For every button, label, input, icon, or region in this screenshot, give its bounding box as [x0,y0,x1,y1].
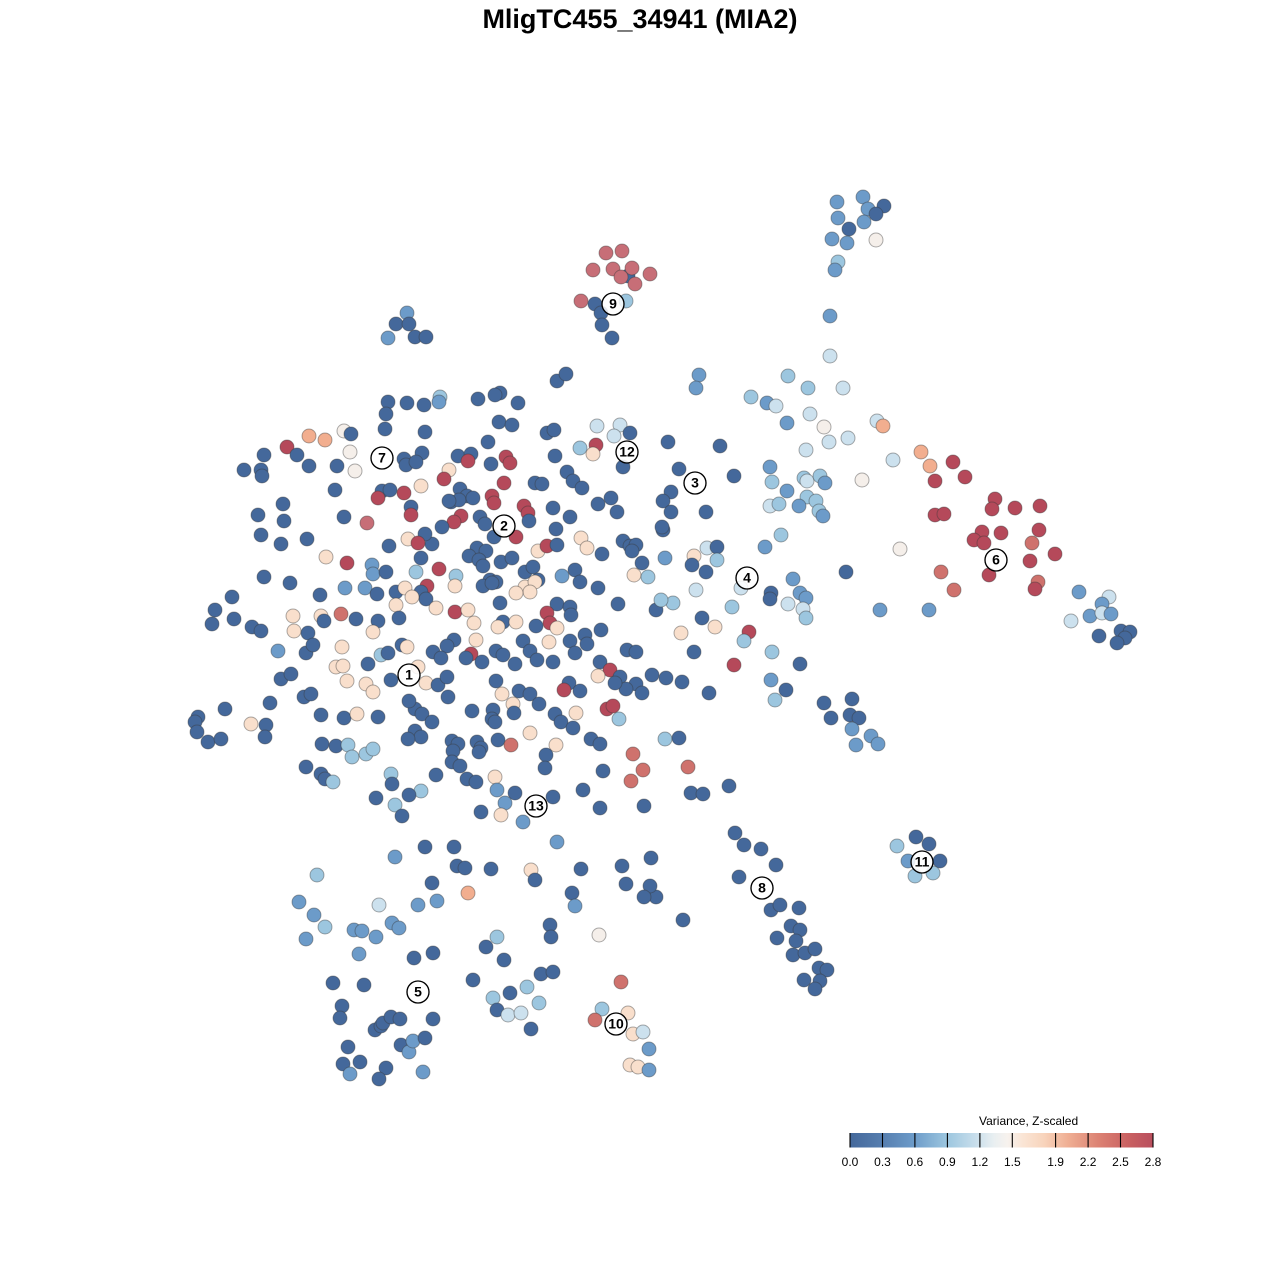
svg-text:0.9: 0.9 [939,1155,956,1169]
svg-text:11: 11 [915,854,930,870]
svg-text:9: 9 [609,296,617,312]
svg-text:1: 1 [405,667,413,683]
svg-text:6: 6 [992,552,1000,568]
svg-text:1.2: 1.2 [972,1155,989,1169]
svg-text:1.5: 1.5 [1004,1155,1021,1169]
svg-text:2.5: 2.5 [1112,1155,1129,1169]
svg-text:2.8: 2.8 [1145,1155,1162,1169]
svg-text:Variance, Z-scaled: Variance, Z-scaled [979,1114,1078,1128]
svg-text:1.9: 1.9 [1047,1155,1064,1169]
svg-text:2.2: 2.2 [1080,1155,1097,1169]
svg-text:10: 10 [608,1016,624,1032]
svg-text:0.6: 0.6 [907,1155,924,1169]
svg-text:0.0: 0.0 [842,1155,859,1169]
svg-text:5: 5 [414,984,422,1000]
svg-text:3: 3 [691,475,699,491]
svg-text:0.3: 0.3 [874,1155,891,1169]
svg-text:MligTC455_34941 (MIA2): MligTC455_34941 (MIA2) [482,4,797,34]
svg-text:2: 2 [500,518,508,534]
svg-text:8: 8 [758,880,766,896]
svg-text:7: 7 [378,450,386,466]
svg-text:13: 13 [528,798,544,814]
svg-text:4: 4 [743,570,751,586]
svg-text:12: 12 [619,444,635,460]
